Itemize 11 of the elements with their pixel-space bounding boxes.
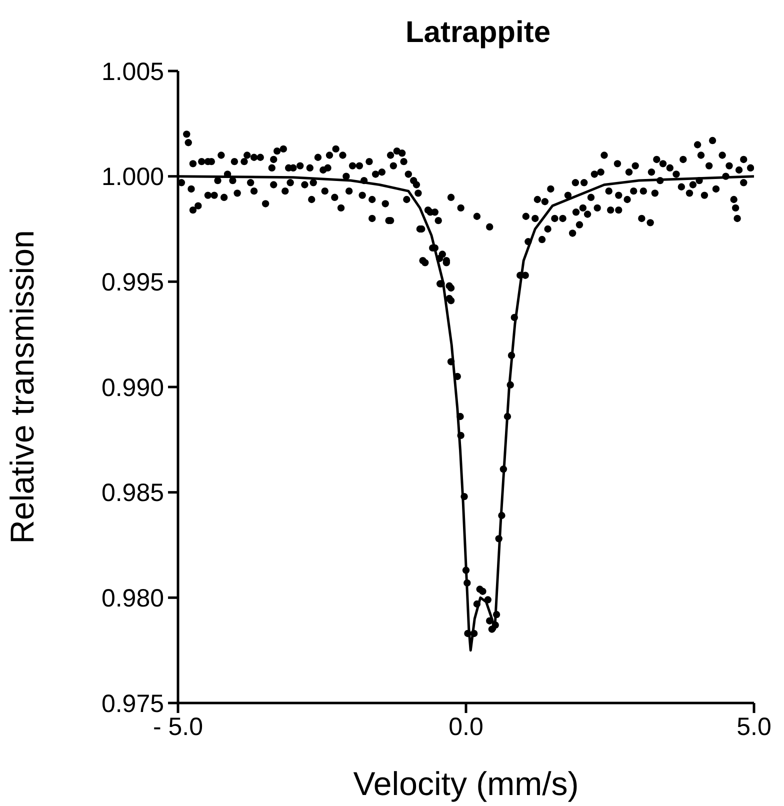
y-tick-label: 1.000 [101,163,164,192]
x-tick-label: 0.0 [448,712,484,741]
y-axis-title: Relative transmission [4,230,41,544]
y-tick-label: 0.980 [101,584,164,613]
y-tick-label: 1.005 [101,58,164,86]
x-axis-title: Velocity (mm/s) [353,765,579,802]
chart-title: Latrappite [405,16,551,49]
y-tick-label: 0.985 [101,479,164,508]
y-tick-label: 0.995 [101,268,164,297]
y-tick-label: 0.990 [101,374,164,402]
x-tick-label: 5.0 [736,712,772,741]
